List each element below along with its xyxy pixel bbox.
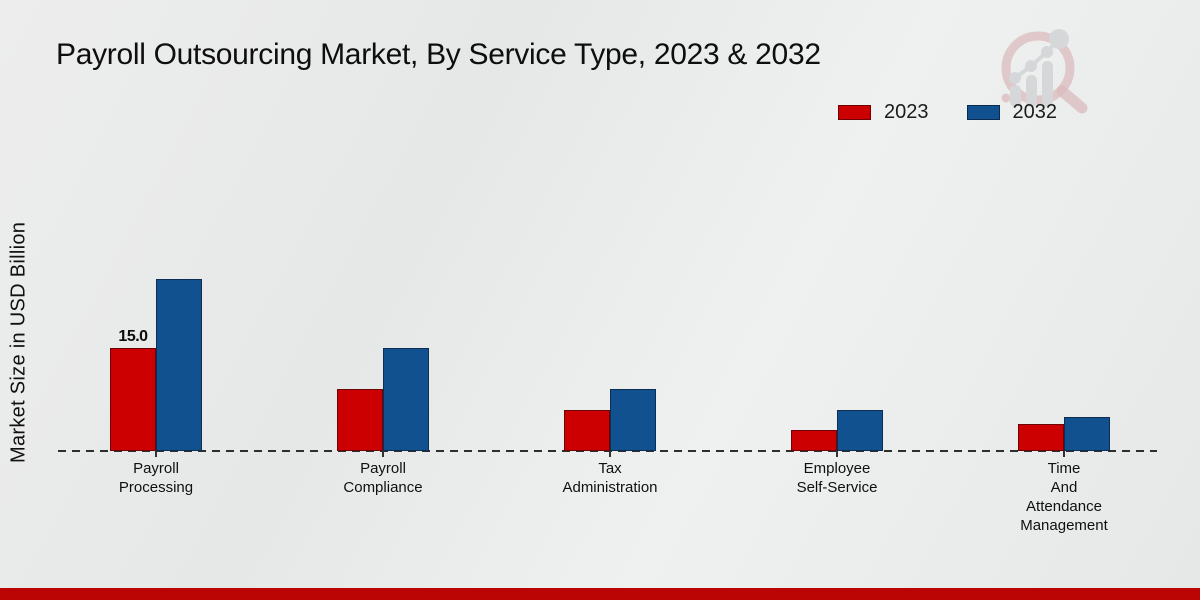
x-axis-tick — [1063, 451, 1065, 457]
bar-2023-employee-self-service — [791, 430, 837, 451]
bar-2032-payroll-processing — [156, 279, 202, 451]
legend: 2023 2032 — [838, 101, 1057, 124]
bar-2023-payroll-compliance — [337, 389, 383, 451]
bar-2023-tax-administration — [564, 410, 610, 451]
legend-swatch-2023 — [838, 105, 871, 120]
x-axis-dashed-baseline — [58, 450, 1157, 452]
legend-label-2023: 2023 — [884, 101, 929, 123]
footer-accent-strip — [0, 588, 1200, 600]
x-tick-label-tax-administration: Tax Administration — [562, 460, 658, 496]
bar-2023-payroll-processing — [110, 348, 156, 451]
legend-item-2023: 2023 — [838, 101, 929, 124]
x-axis-tick — [382, 451, 384, 457]
x-tick-label-employee-self-service: Employee Self-Service — [796, 460, 878, 496]
legend-label-2032: 2032 — [1012, 101, 1058, 123]
bar-2032-payroll-compliance — [383, 348, 429, 451]
bar-2023-time-and-attendance-management — [1018, 424, 1064, 451]
bar-2032-time-and-attendance-management — [1064, 417, 1110, 451]
x-axis-tick — [609, 451, 611, 457]
bar-2032-employee-self-service — [837, 410, 883, 451]
x-tick-label-payroll-processing: Payroll Processing — [118, 460, 194, 496]
chart-title: Payroll Outsourcing Market, By Service T… — [56, 38, 821, 71]
x-tick-label-time-and-attendance-management: Time And Attendance Management — [1020, 460, 1108, 534]
legend-item-2032: 2032 — [966, 101, 1058, 124]
bar-value-label: 15.0 — [118, 328, 148, 345]
bar-2032-tax-administration — [610, 389, 656, 451]
magnifier-growth-logo-watermark — [1001, 29, 1088, 114]
x-axis-tick — [836, 451, 838, 457]
x-tick-label-payroll-compliance: Payroll Compliance — [343, 460, 423, 496]
legend-swatch-2032 — [966, 105, 1000, 120]
x-axis-tick — [155, 451, 157, 457]
